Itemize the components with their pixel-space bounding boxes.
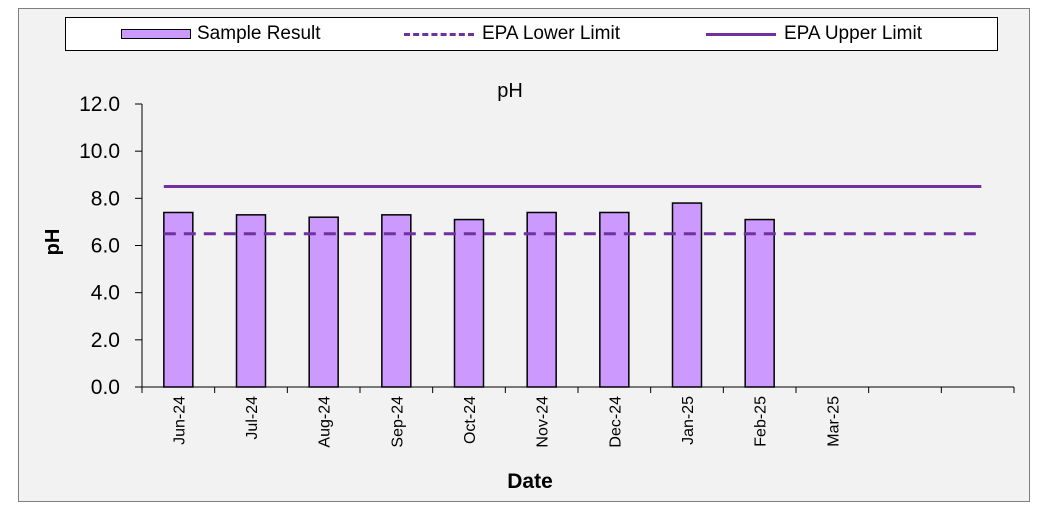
bar-sample-result: [526, 211, 557, 388]
bar-sample-result: [671, 202, 703, 388]
x-tick-label: Jul-24: [244, 396, 261, 440]
y-tick-label: 12.0: [79, 93, 120, 116]
y-tick-label: 10.0: [79, 140, 120, 163]
legend-item-sample-result: Sample Result: [121, 18, 321, 50]
bar-sample-result: [381, 214, 412, 388]
legend-label-epa-upper-limit: EPA Upper Limit: [784, 23, 922, 44]
bar-sample-result: [308, 216, 339, 388]
legend-swatch-bar: [121, 29, 191, 39]
legend-swatch-dashed-line: [404, 32, 474, 36]
legend-label-sample-result: Sample Result: [197, 23, 321, 44]
bar-sample-result: [599, 211, 630, 388]
x-tick-label: Mar-25: [825, 396, 842, 447]
bar-sample-result: [235, 214, 267, 388]
legend-item-epa-lower-limit: EPA Lower Limit: [404, 18, 620, 50]
x-tick-label: Sep-24: [389, 396, 406, 448]
legend-item-epa-upper-limit: EPA Upper Limit: [706, 18, 922, 50]
legend-swatch-solid-line: [706, 32, 776, 36]
y-tick-label: 6.0: [91, 235, 120, 258]
x-tick-label: Feb-25: [753, 396, 770, 447]
y-tick-label: 0.0: [91, 376, 120, 399]
x-tick-label: Nov-24: [535, 396, 552, 448]
bar-sample-result: [744, 218, 775, 388]
x-tick-label: Aug-24: [317, 396, 334, 448]
y-tick-label: 2.0: [91, 329, 120, 352]
legend: Sample Result EPA Lower Limit EPA Upper …: [65, 17, 998, 51]
x-tick-label: Oct-24: [462, 396, 479, 444]
legend-label-epa-lower-limit: EPA Lower Limit: [482, 23, 620, 44]
x-tick-label: Dec-24: [607, 396, 624, 448]
chart-title: pH: [497, 80, 523, 102]
y-tick-label: 4.0: [91, 282, 120, 305]
bar-sample-result: [453, 218, 485, 388]
y-tick-label: 8.0: [91, 187, 120, 210]
x-axis-label: Date: [507, 470, 553, 493]
bar-sample-result: [163, 211, 194, 388]
x-tick-label: Jun-24: [171, 396, 188, 445]
x-tick-label: Jan-25: [680, 396, 697, 445]
